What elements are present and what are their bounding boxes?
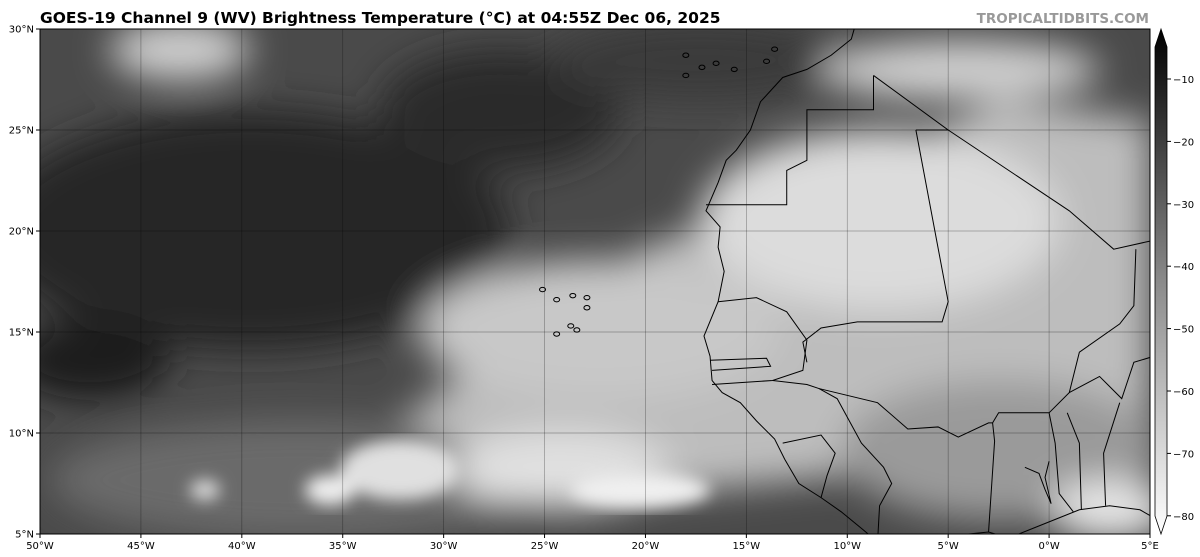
- lon-tick-label: 50°W: [26, 541, 54, 552]
- island: [730, 66, 738, 73]
- colorbar-tick-label: −20: [1173, 137, 1194, 148]
- lat-tick-label: 25°N: [9, 126, 34, 137]
- island: [573, 327, 581, 333]
- colorbar-tick-label: −60: [1173, 387, 1194, 398]
- island: [763, 58, 771, 65]
- border-burkina: [988, 422, 996, 533]
- graticule: [40, 29, 1150, 534]
- colorbar-tick-label: −10: [1173, 75, 1194, 86]
- lon-tick-label: 45°W: [127, 541, 155, 552]
- map-frame: [39, 28, 1151, 535]
- lat-tick-label: 15°N: [9, 328, 34, 339]
- colorbar-tick-label: −30: [1173, 200, 1194, 211]
- island: [682, 52, 690, 58]
- border-mauritania-mali: [802, 129, 949, 363]
- island: [553, 331, 561, 337]
- credit-watermark: TROPICALTIDBITS.COM: [976, 11, 1149, 27]
- border-nigeria: [1103, 402, 1121, 506]
- lon-tick-label: 5°W: [938, 541, 959, 552]
- island: [583, 305, 591, 311]
- colorbar-tick-label: −50: [1173, 325, 1194, 336]
- border-benin: [1066, 412, 1082, 510]
- lake-volta: [1024, 461, 1052, 504]
- lon-tick-label: 0°W: [1038, 541, 1059, 552]
- lon-tick-label: 5°E: [1141, 541, 1159, 552]
- border-guinea: [772, 379, 893, 534]
- island: [771, 46, 779, 52]
- border-sierra-leone: [782, 434, 836, 498]
- island: [567, 323, 575, 329]
- lon-tick-label: 35°W: [329, 541, 357, 552]
- map-title: GOES-19 Channel 9 (WV) Brightness Temper…: [40, 9, 721, 27]
- gulf-of-guinea-coast: [963, 505, 1150, 534]
- lon-tick-label: 25°W: [531, 541, 559, 552]
- border-gambia: [710, 357, 772, 371]
- lon-tick-label: 10°W: [833, 541, 861, 552]
- island: [583, 294, 591, 301]
- island: [712, 60, 720, 67]
- colorbar-tick-label: −70: [1173, 449, 1194, 460]
- island: [553, 296, 561, 303]
- lat-tick-label: 10°N: [9, 429, 34, 440]
- axis-ticks: 50°W 45°W 40°W 35°W 30°W 25°W 20°W 15°W 10°W 5°W 0…: [9, 25, 1159, 553]
- lat-tick-label: 30°N: [9, 25, 34, 36]
- lon-tick-label: 20°W: [632, 541, 660, 552]
- border-algeria-mali: [947, 129, 1150, 250]
- island: [682, 72, 690, 79]
- lat-tick-label: 5°N: [15, 530, 34, 541]
- border-w-sahara: [706, 75, 875, 206]
- imagery: [40, 29, 1150, 534]
- colorbar: −10 −20 −30 −40 −50 −60 −70 −80: [1154, 27, 1194, 536]
- lon-tick-label: 15°W: [733, 541, 761, 552]
- lon-tick-label: 40°W: [228, 541, 256, 552]
- border-niger: [1069, 356, 1150, 400]
- lon-tick-label: 30°W: [430, 541, 458, 552]
- island: [698, 64, 706, 71]
- colorbar-tick-label: −40: [1173, 262, 1194, 273]
- border-ghana-togo: [1048, 412, 1074, 513]
- island: [539, 286, 547, 293]
- border-mali-south: [818, 249, 1137, 438]
- island: [569, 292, 577, 299]
- coastlines-borders: [539, 29, 1150, 534]
- lat-tick-label: 20°N: [9, 227, 34, 238]
- colorbar-tick-label: −80: [1173, 512, 1194, 523]
- coastline: [703, 29, 869, 534]
